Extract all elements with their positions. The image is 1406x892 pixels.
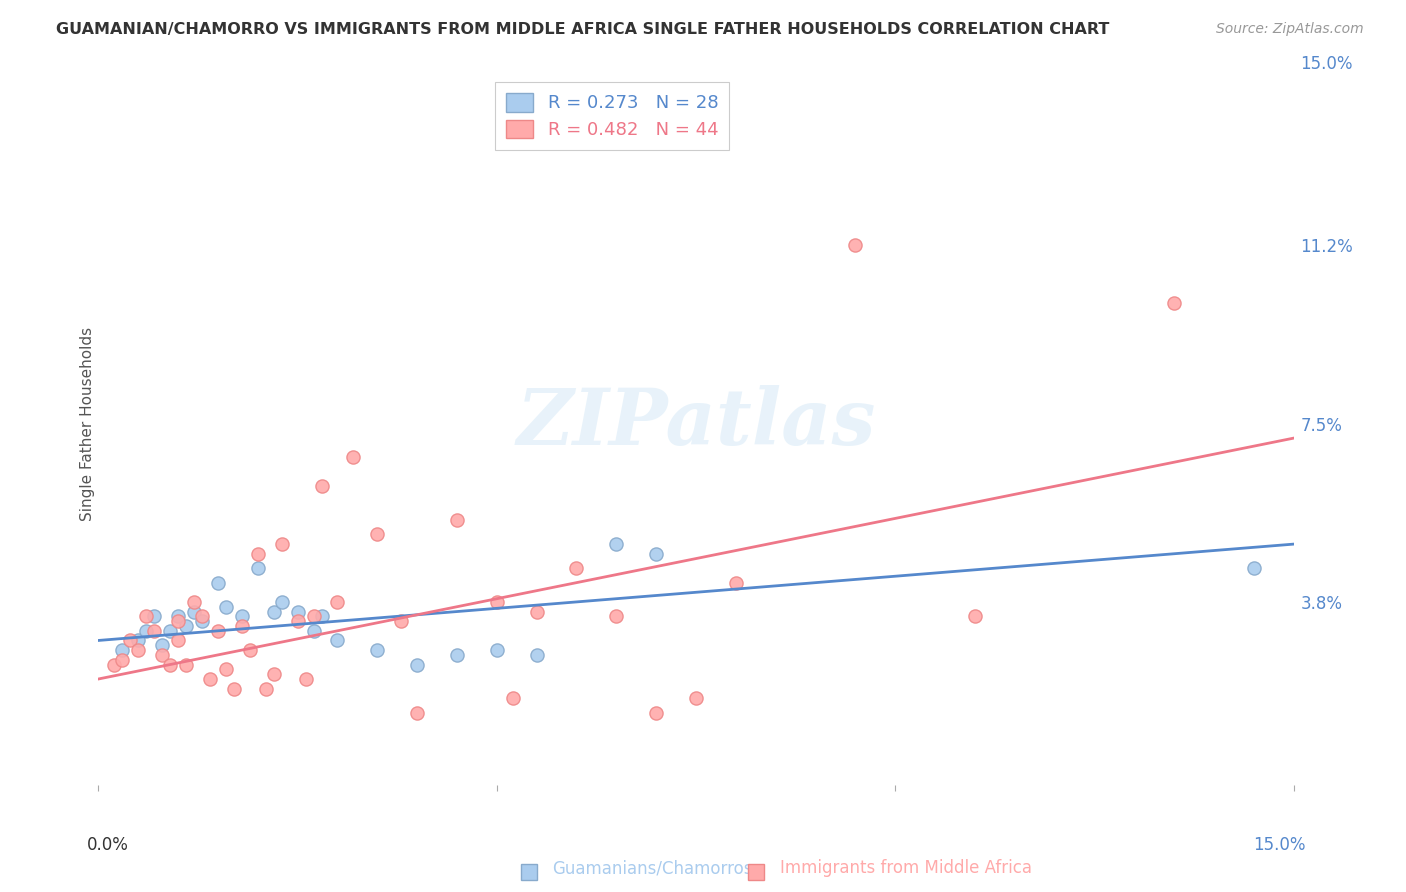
Point bbox=[207, 624, 229, 638]
Point bbox=[254, 681, 277, 696]
Point bbox=[294, 672, 316, 686]
Point bbox=[127, 633, 149, 648]
Point bbox=[231, 619, 253, 633]
Point bbox=[605, 609, 627, 624]
Point bbox=[485, 595, 508, 609]
Point bbox=[1163, 296, 1185, 310]
Point bbox=[406, 706, 429, 720]
Point bbox=[222, 681, 245, 696]
Point bbox=[183, 595, 205, 609]
Point bbox=[311, 479, 333, 493]
Text: ZIPatlas: ZIPatlas bbox=[516, 385, 876, 462]
Point bbox=[167, 614, 190, 628]
Point bbox=[270, 595, 292, 609]
Point bbox=[207, 575, 229, 590]
Point bbox=[446, 513, 468, 527]
Point bbox=[143, 609, 166, 624]
Point bbox=[502, 691, 524, 706]
Point bbox=[191, 609, 214, 624]
Text: 15.0%: 15.0% bbox=[1253, 836, 1306, 854]
Point bbox=[127, 643, 149, 657]
Point bbox=[263, 605, 285, 619]
Point bbox=[645, 547, 668, 561]
Point bbox=[174, 657, 197, 672]
Point bbox=[605, 537, 627, 551]
Point bbox=[198, 672, 221, 686]
Text: Source: ZipAtlas.com: Source: ZipAtlas.com bbox=[1216, 22, 1364, 37]
Point bbox=[159, 624, 181, 638]
Point bbox=[111, 653, 134, 667]
Text: GUAMANIAN/CHAMORRO VS IMMIGRANTS FROM MIDDLE AFRICA SINGLE FATHER HOUSEHOLDS COR: GUAMANIAN/CHAMORRO VS IMMIGRANTS FROM MI… bbox=[56, 22, 1109, 37]
Point bbox=[167, 633, 190, 648]
Point bbox=[143, 624, 166, 638]
Point bbox=[526, 648, 548, 662]
Point bbox=[103, 657, 125, 672]
Point bbox=[406, 657, 429, 672]
Point bbox=[287, 614, 309, 628]
Point bbox=[239, 643, 262, 657]
Point bbox=[326, 633, 349, 648]
Point bbox=[302, 624, 325, 638]
Point bbox=[215, 662, 238, 676]
Point bbox=[526, 605, 548, 619]
Point bbox=[120, 633, 142, 648]
Text: Guamanians/Chamorros: Guamanians/Chamorros bbox=[553, 859, 754, 877]
Point bbox=[963, 609, 986, 624]
Point bbox=[183, 605, 205, 619]
Point bbox=[246, 561, 269, 575]
Point bbox=[191, 614, 214, 628]
Point bbox=[231, 609, 253, 624]
Point bbox=[342, 450, 364, 465]
Point bbox=[135, 624, 157, 638]
Point bbox=[1243, 561, 1265, 575]
Point bbox=[311, 609, 333, 624]
Point bbox=[724, 575, 747, 590]
Point bbox=[246, 547, 269, 561]
Y-axis label: Single Father Households: Single Father Households bbox=[80, 326, 94, 521]
Text: Immigrants from Middle Africa: Immigrants from Middle Africa bbox=[779, 859, 1032, 877]
Point bbox=[485, 643, 508, 657]
Point bbox=[685, 691, 707, 706]
Legend: R = 0.273   N = 28, R = 0.482   N = 44: R = 0.273 N = 28, R = 0.482 N = 44 bbox=[495, 82, 730, 150]
Point bbox=[215, 599, 238, 614]
Point bbox=[135, 609, 157, 624]
Point bbox=[326, 595, 349, 609]
Point bbox=[389, 614, 412, 628]
Point bbox=[287, 605, 309, 619]
Text: 0.0%: 0.0% bbox=[87, 836, 128, 854]
Point bbox=[150, 638, 173, 652]
Point bbox=[366, 527, 388, 541]
Point bbox=[565, 561, 588, 575]
Point bbox=[174, 619, 197, 633]
Point bbox=[263, 667, 285, 681]
Point bbox=[366, 643, 388, 657]
Point bbox=[302, 609, 325, 624]
Point bbox=[159, 657, 181, 672]
Point bbox=[167, 609, 190, 624]
Point bbox=[270, 537, 292, 551]
Point bbox=[844, 238, 866, 252]
Point bbox=[111, 643, 134, 657]
Point bbox=[150, 648, 173, 662]
Point bbox=[645, 706, 668, 720]
Point bbox=[446, 648, 468, 662]
